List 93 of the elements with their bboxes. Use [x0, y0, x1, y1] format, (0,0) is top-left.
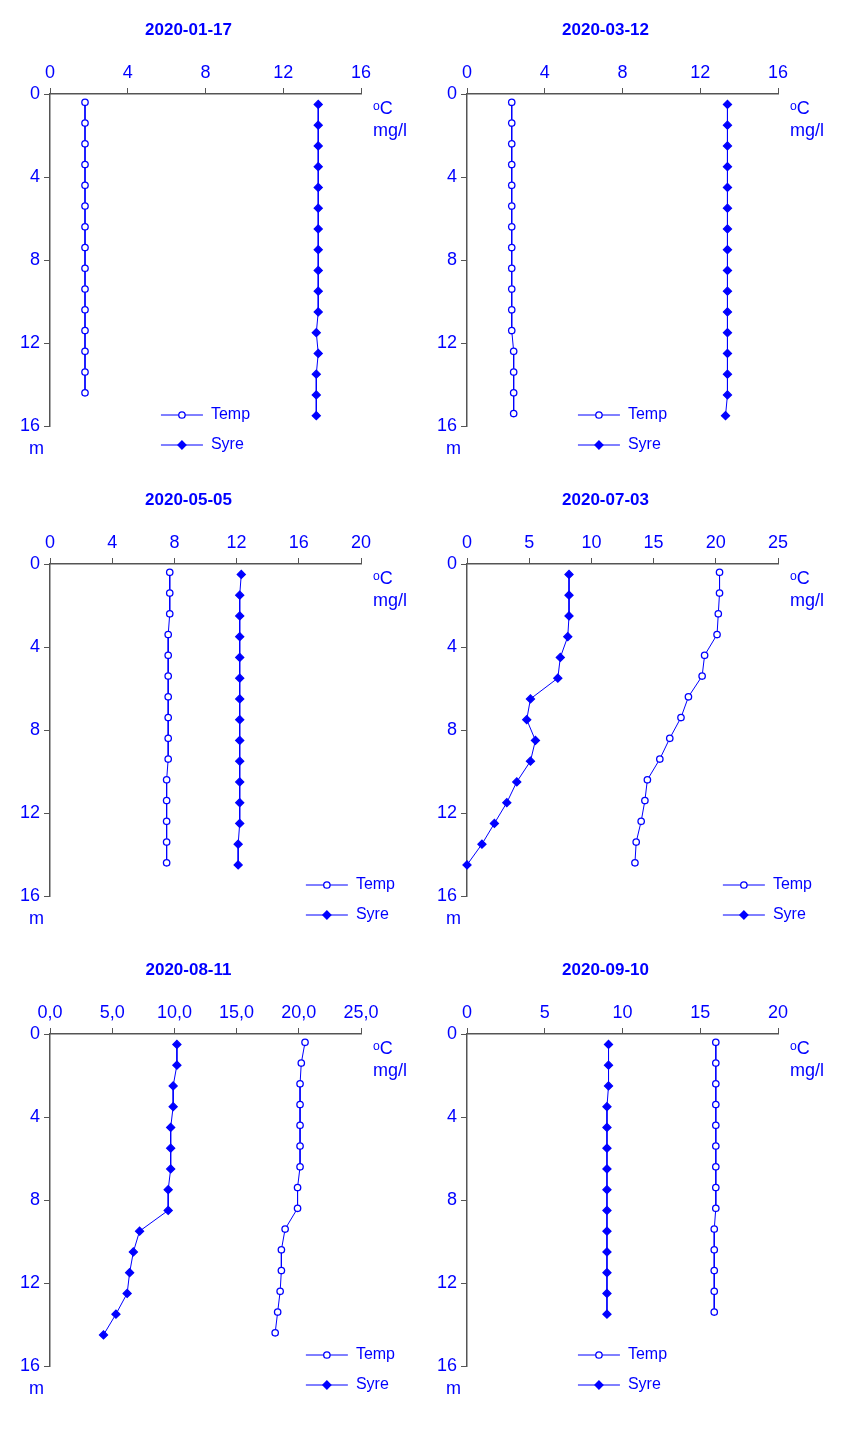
chart-title: 2020-09-10	[562, 959, 649, 979]
x-tick-label: 12	[273, 62, 294, 83]
y-tick-label: 8	[30, 1188, 41, 1209]
legend-label: Temp	[772, 875, 813, 893]
chart-title: 2020-08-11	[145, 959, 232, 979]
chart-title: 2020-01-17	[145, 19, 232, 39]
y-tick-label: 0	[30, 82, 41, 103]
x-tick-label: 10	[581, 532, 602, 553]
x-tick-label: 16	[350, 62, 372, 83]
chart-title: 2020-07-03	[562, 489, 649, 509]
chart-title: 2020-03-12	[562, 19, 649, 39]
legend-label: Temp	[627, 405, 668, 423]
x-axis-title: ᵒC mg/l	[373, 1037, 408, 1080]
x-tick-label: 12	[690, 62, 711, 83]
legend-label: Temp	[210, 405, 251, 423]
y-axis-title: m	[446, 1377, 462, 1398]
x-tick-label: 20,0	[281, 1002, 317, 1023]
legend-label: Temp	[355, 1345, 396, 1363]
y-tick-label: 8	[447, 718, 458, 739]
x-axis-title: ᵒC mg/l	[790, 567, 825, 610]
x-axis-title: ᵒC mg/l	[790, 97, 825, 140]
legend-label: Temp	[627, 1345, 668, 1363]
x-tick-label: 0	[462, 1002, 473, 1023]
y-tick-label: 8	[447, 1188, 458, 1209]
y-tick-label: 12	[436, 801, 458, 822]
y-axis-title: m	[446, 907, 462, 928]
y-tick-label: 0	[30, 1022, 41, 1043]
y-tick-label: 4	[447, 165, 458, 186]
x-tick-label: 8	[169, 532, 180, 553]
x-axis-title: ᵒC mg/l	[373, 97, 408, 140]
y-tick-label: 12	[436, 331, 458, 352]
legend-label: Syre	[355, 1375, 389, 1393]
x-tick-label: 20	[350, 532, 372, 553]
y-axis-title: m	[29, 437, 45, 458]
y-axis-title: m	[29, 907, 45, 928]
chart-title: 2020-05-05	[145, 489, 232, 509]
x-tick-label: 12	[226, 532, 247, 553]
x-tick-label: 5,0	[99, 1002, 125, 1023]
y-tick-label: 0	[30, 552, 41, 573]
y-tick-label: 4	[447, 635, 458, 656]
x-tick-label: 15	[643, 532, 664, 553]
legend-label: Syre	[772, 905, 806, 923]
y-tick-label: 12	[436, 1271, 458, 1292]
y-tick-label: 4	[30, 635, 41, 656]
x-tick-label: 4	[539, 62, 550, 83]
y-tick-label: 4	[30, 1105, 41, 1126]
x-tick-label: 8	[200, 62, 211, 83]
y-tick-label: 16	[19, 414, 41, 435]
y-tick-label: 4	[447, 1105, 458, 1126]
y-tick-label: 4	[30, 165, 41, 186]
y-tick-label: 8	[30, 248, 41, 269]
y-tick-label: 0	[447, 82, 458, 103]
y-tick-label: 16	[436, 414, 458, 435]
x-tick-label: 16	[767, 62, 789, 83]
x-tick-label: 0	[45, 62, 56, 83]
x-tick-label: 0	[45, 532, 56, 553]
legend-label: Syre	[210, 435, 244, 453]
y-tick-label: 12	[19, 801, 41, 822]
x-tick-label: 10	[612, 1002, 633, 1023]
y-tick-label: 16	[436, 1354, 458, 1375]
y-tick-label: 16	[19, 1354, 41, 1375]
x-tick-label: 20	[767, 1002, 789, 1023]
y-tick-label: 12	[19, 1271, 41, 1292]
x-tick-label: 20	[705, 532, 726, 553]
y-tick-label: 8	[447, 248, 458, 269]
x-tick-label: 25,0	[343, 1002, 379, 1023]
y-tick-label: 0	[447, 552, 458, 573]
x-axis-title: ᵒC mg/l	[790, 1037, 825, 1080]
x-tick-label: 4	[122, 62, 133, 83]
y-tick-label: 8	[30, 718, 41, 739]
x-tick-label: 25	[767, 532, 789, 553]
y-tick-label: 0	[447, 1022, 458, 1043]
x-tick-label: 0,0	[37, 1002, 63, 1023]
x-tick-label: 5	[539, 1002, 550, 1023]
x-tick-label: 0	[462, 532, 473, 553]
x-tick-label: 4	[107, 532, 118, 553]
y-axis-title: m	[446, 437, 462, 458]
x-tick-label: 0	[462, 62, 473, 83]
legend-label: Syre	[627, 1375, 661, 1393]
legend-label: Syre	[627, 435, 661, 453]
y-tick-label: 16	[19, 884, 41, 905]
y-tick-label: 16	[436, 884, 458, 905]
x-tick-label: 15	[690, 1002, 711, 1023]
legend-label: Syre	[355, 905, 389, 923]
x-tick-label: 10,0	[156, 1002, 192, 1023]
x-tick-label: 5	[524, 532, 535, 553]
x-tick-label: 8	[617, 62, 628, 83]
legend-label: Temp	[355, 875, 396, 893]
x-axis-title: ᵒC mg/l	[373, 567, 408, 610]
y-tick-label: 12	[19, 331, 41, 352]
x-tick-label: 16	[288, 532, 309, 553]
y-axis-title: m	[29, 1377, 45, 1398]
x-tick-label: 15,0	[219, 1002, 255, 1023]
